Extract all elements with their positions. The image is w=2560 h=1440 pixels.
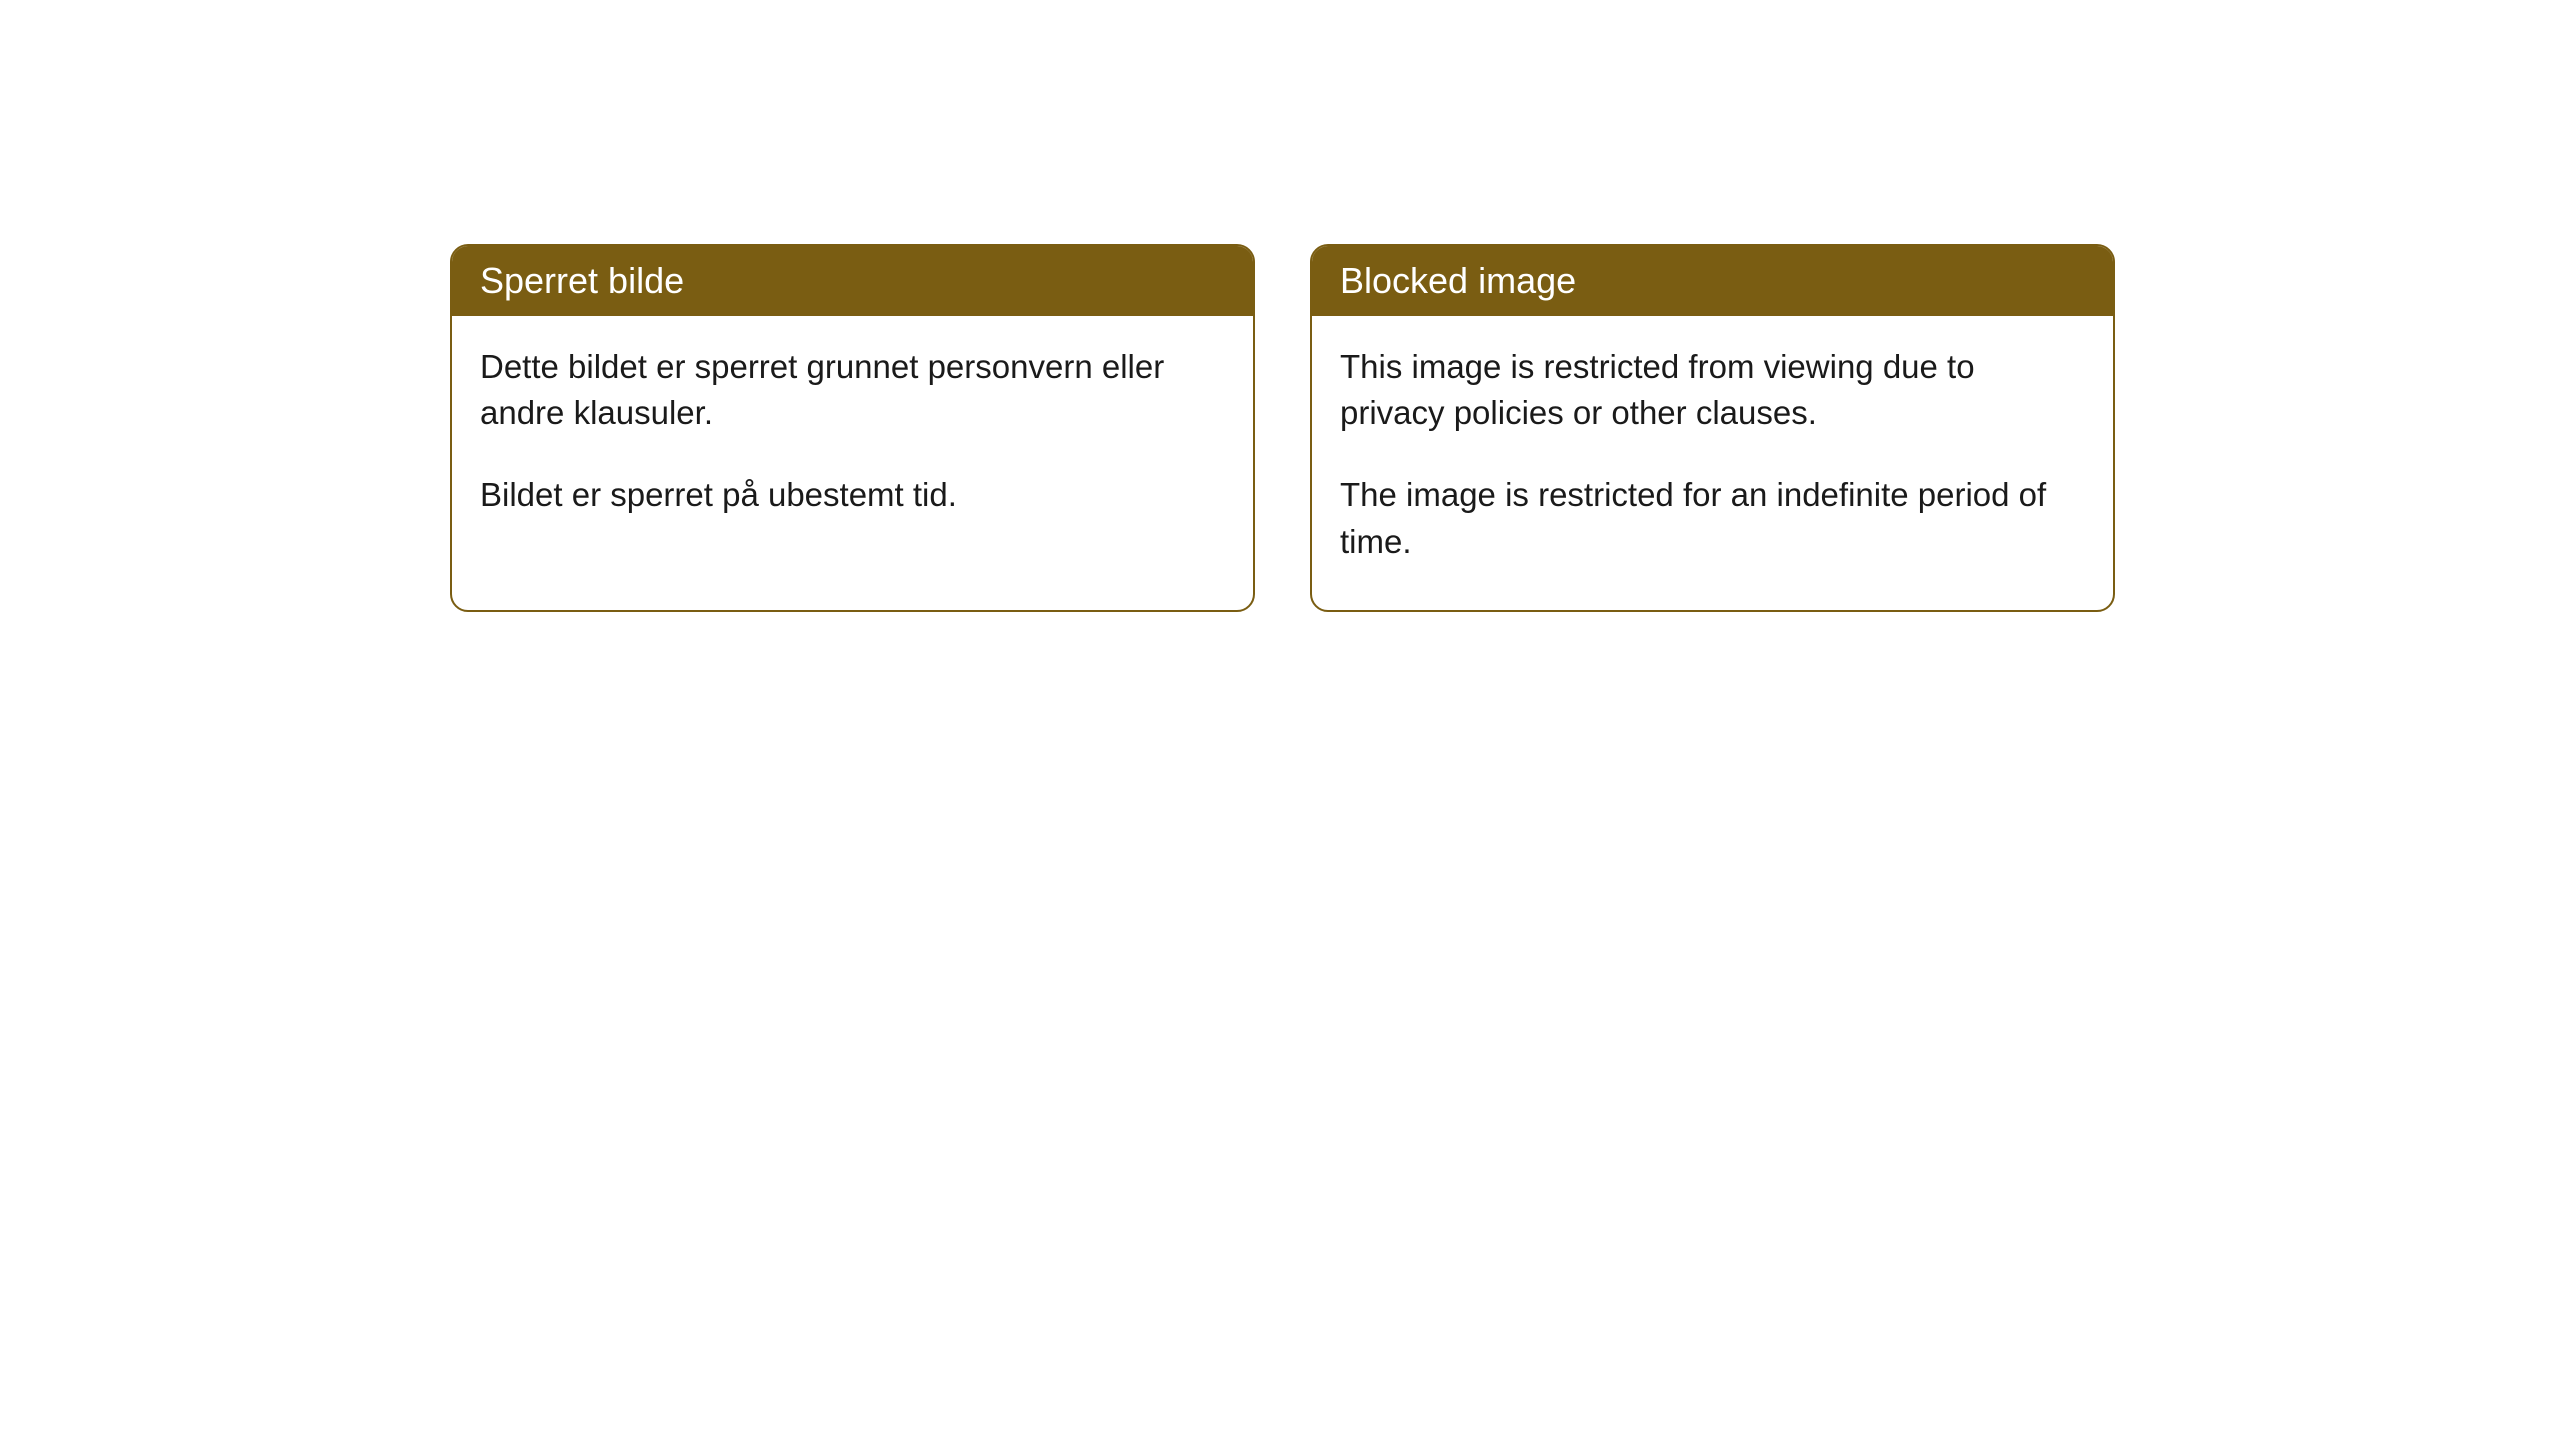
card-paragraph: The image is restricted for an indefinit… [1340,472,2085,564]
card-title: Blocked image [1340,260,1576,301]
info-cards-container: Sperret bilde Dette bildet er sperret gr… [450,244,2115,612]
card-paragraph: Bildet er sperret på ubestemt tid. [480,472,1225,518]
card-body-norwegian: Dette bildet er sperret grunnet personve… [452,316,1253,564]
blocked-image-card-norwegian: Sperret bilde Dette bildet er sperret gr… [450,244,1255,612]
card-header-english: Blocked image [1312,246,2113,316]
card-title: Sperret bilde [480,260,684,301]
card-header-norwegian: Sperret bilde [452,246,1253,316]
card-paragraph: Dette bildet er sperret grunnet personve… [480,344,1225,436]
card-body-english: This image is restricted from viewing du… [1312,316,2113,610]
blocked-image-card-english: Blocked image This image is restricted f… [1310,244,2115,612]
card-paragraph: This image is restricted from viewing du… [1340,344,2085,436]
